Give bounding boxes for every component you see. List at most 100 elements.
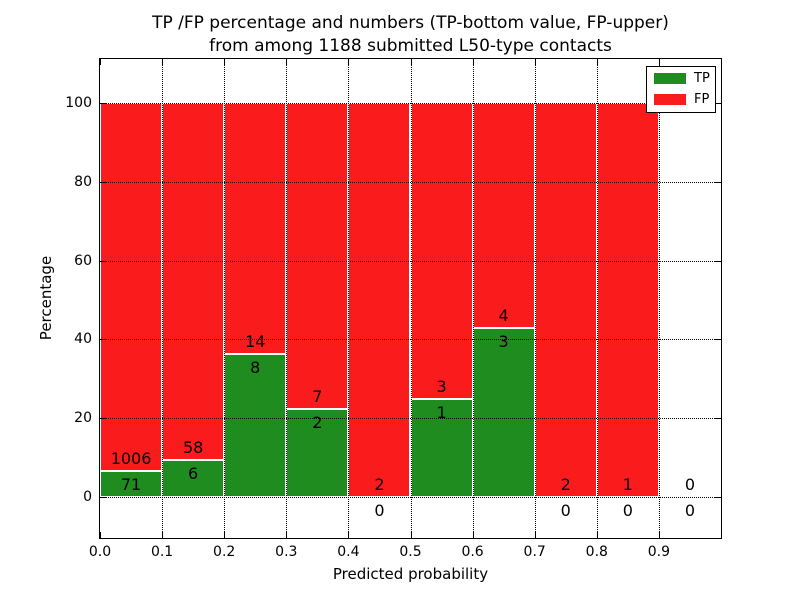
legend: TP FP bbox=[646, 66, 716, 113]
x-tick-bottom bbox=[162, 532, 164, 538]
x-gridline bbox=[410, 59, 412, 538]
y-tick-label: 80 bbox=[74, 173, 92, 190]
x-tick-bottom bbox=[472, 532, 474, 538]
x-tick-top bbox=[596, 59, 598, 65]
x-tick-label: 0.7 bbox=[523, 544, 546, 560]
y-tick-label: 40 bbox=[74, 331, 92, 348]
y-tick-label: 0 bbox=[83, 489, 92, 505]
y-tick-right bbox=[715, 181, 721, 183]
x-gridline bbox=[162, 59, 164, 538]
x-tick-bottom bbox=[224, 532, 226, 538]
fp-count-label: 58 bbox=[182, 438, 204, 458]
y-tick-right bbox=[715, 260, 721, 262]
x-tick-top bbox=[410, 59, 412, 65]
x-tick-bottom bbox=[348, 532, 350, 538]
x-tick-label: 0.5 bbox=[399, 544, 422, 560]
chart-title: TP /FP percentage and numbers (TP-bottom… bbox=[100, 12, 721, 58]
fp-bar-segment bbox=[596, 103, 659, 497]
fp-bar-segment bbox=[224, 103, 287, 354]
fp-count-label: 2 bbox=[560, 475, 571, 494]
fp-bar-segment bbox=[100, 103, 163, 472]
fp-count-label: 3 bbox=[436, 376, 447, 396]
y-tick-left bbox=[100, 260, 106, 262]
x-axis-label: Predicted probability bbox=[332, 565, 489, 583]
y-tick-left bbox=[100, 497, 106, 498]
fp-bar-segment bbox=[534, 103, 597, 497]
fp-count-label: 7 bbox=[312, 387, 323, 407]
x-tick-top bbox=[472, 59, 474, 65]
x-tick-bottom bbox=[286, 532, 288, 538]
tp-count-label: 0 bbox=[374, 501, 385, 520]
tp-count-label: 0 bbox=[684, 501, 696, 520]
y-tick-label: 100 bbox=[65, 95, 92, 111]
y-tick-right bbox=[715, 497, 721, 498]
y-tick-label: 60 bbox=[74, 252, 92, 269]
x-tick-label: 0.3 bbox=[275, 544, 298, 560]
plot-area: 1006 71 58 6 14 8 7 2 2 0 3 1 4 3 2 0 1 0 0 0 bbox=[99, 58, 722, 539]
tp-count-label: 71 bbox=[120, 475, 142, 495]
legend-label-fp: FP bbox=[694, 91, 710, 107]
y-tick-right bbox=[715, 103, 721, 104]
x-tick-bottom bbox=[596, 532, 598, 538]
x-gridline bbox=[286, 59, 288, 538]
x-tick-label: 0.4 bbox=[337, 544, 360, 560]
fp-bar-segment bbox=[162, 103, 225, 461]
x-tick-label: 0.1 bbox=[150, 544, 174, 560]
x-gridline bbox=[472, 59, 474, 538]
x-tick-bottom bbox=[658, 532, 660, 538]
x-tick-label: 0.2 bbox=[213, 544, 236, 560]
x-tick-bottom bbox=[721, 532, 722, 538]
chart-title-line1: TP /FP percentage and numbers (TP-bottom… bbox=[152, 13, 669, 33]
x-tick-top bbox=[286, 59, 288, 65]
fp-count-label: 1 bbox=[622, 475, 633, 494]
fp-count-label: 2 bbox=[374, 475, 385, 494]
tp-count-label: 0 bbox=[622, 501, 633, 520]
y-tick-left bbox=[100, 103, 106, 104]
x-gridline bbox=[348, 59, 350, 538]
tp-bar-segment bbox=[162, 460, 225, 497]
tp-count-label: 2 bbox=[312, 413, 323, 433]
y-tick-left bbox=[100, 181, 106, 183]
tp-count-label: 1 bbox=[436, 402, 447, 422]
x-gridline bbox=[658, 59, 660, 538]
fp-bar-segment bbox=[472, 103, 535, 329]
tp-bar-segment bbox=[286, 409, 349, 497]
x-tick-top bbox=[162, 59, 164, 65]
tp-color-swatch bbox=[654, 72, 686, 84]
x-tick-top bbox=[721, 59, 722, 65]
fp-count-label: 4 bbox=[498, 306, 509, 326]
x-tick-top bbox=[348, 59, 350, 65]
fp-bar-segment bbox=[410, 103, 473, 399]
tp-count-label: 0 bbox=[560, 501, 571, 520]
fp-color-swatch bbox=[654, 93, 686, 105]
x-gridline bbox=[596, 59, 598, 538]
x-tick-top bbox=[534, 59, 536, 65]
tp-count-label: 8 bbox=[250, 357, 261, 377]
y-tick-right bbox=[715, 339, 721, 341]
y-tick-left bbox=[100, 339, 106, 341]
fp-count-label: 14 bbox=[245, 331, 266, 351]
x-tick-label: 0.9 bbox=[647, 544, 671, 560]
x-tick-label: 0.0 bbox=[88, 544, 112, 560]
fp-bar-segment bbox=[348, 103, 411, 497]
x-tick-bottom bbox=[534, 532, 536, 538]
x-tick-top bbox=[658, 59, 660, 65]
legend-label-tp: TP bbox=[694, 70, 710, 86]
fp-count-label: 0 bbox=[684, 475, 696, 494]
x-tick-label: 0.6 bbox=[461, 544, 484, 560]
x-tick-label: 0.8 bbox=[585, 544, 608, 560]
x-tick-bottom bbox=[410, 532, 412, 538]
y-tick-label: 20 bbox=[74, 410, 92, 427]
x-tick-top bbox=[100, 59, 101, 65]
tp-count-label: 3 bbox=[498, 332, 509, 352]
legend-item-tp: TP bbox=[654, 68, 715, 88]
x-tick-bottom bbox=[100, 532, 101, 538]
chart-title-line2: from among 1188 submitted L50-type conta… bbox=[209, 36, 612, 56]
x-gridline bbox=[534, 59, 536, 538]
y-tick-left bbox=[100, 418, 106, 420]
x-gridline bbox=[224, 59, 226, 538]
x-tick-top bbox=[224, 59, 226, 65]
legend-item-fp: FP bbox=[654, 89, 715, 109]
tp-bar-segment bbox=[472, 328, 535, 497]
